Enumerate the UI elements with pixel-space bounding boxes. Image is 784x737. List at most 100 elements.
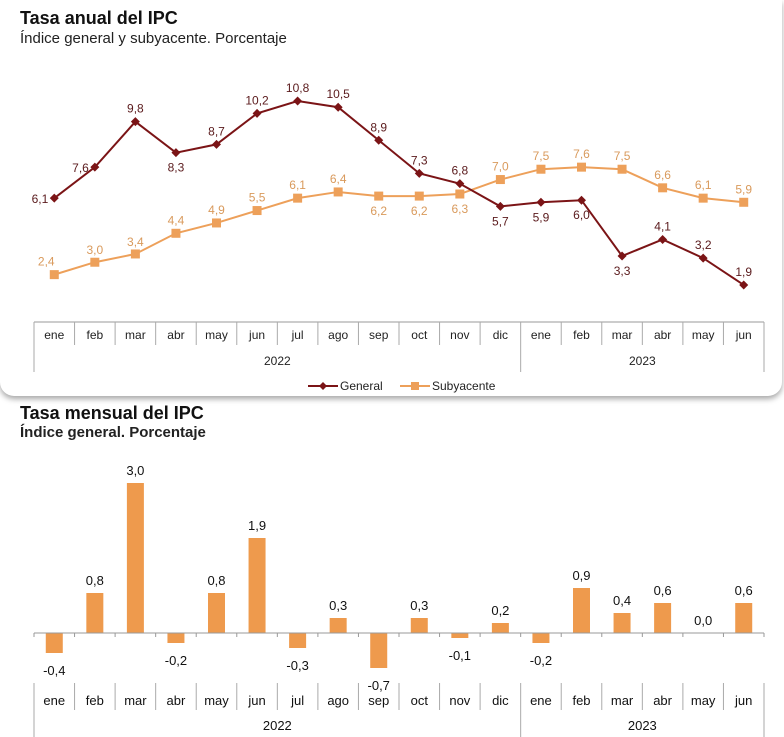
data-label-general: 6,1 — [32, 192, 49, 206]
legend-marker — [319, 382, 327, 390]
data-label-general: 7,3 — [411, 153, 428, 167]
x-tick-label: jul — [290, 693, 304, 708]
data-label-subyacente: 7,0 — [492, 160, 509, 174]
data-label-general: 7,6 — [72, 161, 89, 175]
data-point-general — [455, 179, 465, 189]
data-point-subyacente — [49, 270, 59, 280]
x-tick-label: dic — [492, 693, 509, 708]
bar — [126, 483, 144, 633]
x-tick-label: abr — [167, 693, 186, 708]
data-point-subyacente — [495, 175, 505, 185]
x-tick-label: feb — [86, 693, 104, 708]
data-point-general — [212, 139, 221, 149]
annual-line-chart: ene feb mar abr may jun jul ago sep oct nov dic ene f… — [32, 81, 765, 393]
data-label: 0,3 — [410, 598, 428, 613]
bar — [735, 603, 753, 633]
data-label: -0,4 — [43, 663, 65, 678]
bar — [613, 613, 631, 633]
annual-chart-title: Tasa anual del IPC — [20, 8, 178, 28]
data-label: 1,9 — [248, 518, 266, 533]
data-label-subyacente: 7,5 — [614, 149, 631, 163]
x-tick-label: nov — [450, 328, 469, 342]
data-point-subyacente — [90, 257, 100, 267]
bar — [532, 633, 550, 643]
data-point-general — [252, 108, 262, 118]
year-label: 2022 — [263, 718, 292, 733]
x-tick-label: mar — [612, 328, 633, 342]
x-tick-label: sep — [368, 693, 389, 708]
data-label-subyacente: 6,3 — [451, 202, 468, 216]
monthly-chart-subtitle: Índice general. Porcentaje — [20, 424, 206, 441]
year-label: 2023 — [628, 718, 657, 733]
x-tick-label: jul — [291, 328, 304, 342]
x-tick-label: oct — [411, 328, 428, 342]
bar — [329, 618, 347, 633]
data-label-subyacente: 6,4 — [330, 172, 347, 186]
data-label-subyacente: 5,9 — [735, 182, 752, 196]
x-tick-label: feb — [572, 693, 590, 708]
x-tick-label: ene — [531, 328, 551, 342]
data-point-general — [293, 96, 303, 106]
data-label-general: 8,9 — [370, 120, 387, 134]
x-tick-label: ene — [44, 328, 64, 342]
data-label-general: 9,8 — [127, 102, 144, 116]
x-tick-label: jun — [247, 693, 265, 708]
data-point-subyacente — [252, 206, 262, 216]
x-tick-label: ago — [328, 328, 348, 342]
bar — [370, 633, 388, 668]
data-point-general — [495, 201, 505, 211]
bar — [289, 633, 307, 648]
data-point-general — [577, 195, 586, 205]
bar — [410, 618, 428, 633]
bar — [491, 623, 509, 633]
data-label-subyacente: 5,5 — [249, 191, 266, 205]
year-label: 2022 — [264, 354, 291, 368]
data-label-general: 10,8 — [286, 81, 310, 95]
data-label-subyacente: 4,9 — [208, 203, 225, 217]
data-point-subyacente — [536, 164, 546, 174]
x-tick-label: may — [691, 693, 716, 708]
data-point-subyacente — [658, 183, 668, 193]
data-label: 0,8 — [86, 573, 104, 588]
data-label-subyacente: 7,5 — [533, 149, 550, 163]
bar — [86, 593, 104, 633]
x-tick-label: abr — [653, 693, 672, 708]
legend-label: Subyacente — [432, 379, 496, 393]
data-point-subyacente — [374, 191, 384, 201]
data-label-subyacente: 3,0 — [86, 243, 103, 257]
data-point-subyacente — [739, 197, 749, 207]
data-label-subyacente: 2,4 — [38, 255, 55, 269]
data-label: 0,9 — [572, 568, 590, 583]
data-label: 0,6 — [735, 583, 753, 598]
x-tick-label: may — [204, 693, 229, 708]
data-label: 0,2 — [491, 603, 509, 618]
data-point-general — [49, 193, 59, 203]
data-label-general: 5,7 — [492, 214, 509, 228]
data-label: 3,0 — [126, 463, 144, 478]
data-point-subyacente — [293, 193, 303, 203]
bar — [248, 538, 266, 633]
data-point-subyacente — [171, 228, 181, 238]
x-tick-label: may — [692, 328, 715, 342]
data-label: 0,6 — [654, 583, 672, 598]
x-tick-label: nov — [449, 693, 470, 708]
series-line-general — [53, 99, 745, 286]
data-point-general — [617, 251, 627, 261]
data-label: 0,0 — [694, 613, 712, 628]
data-label-general: 8,7 — [208, 124, 225, 138]
data-label-general: 10,5 — [326, 87, 350, 101]
legend-label: General — [340, 379, 383, 393]
data-point-subyacente — [455, 189, 465, 199]
data-label-subyacente: 4,4 — [168, 213, 185, 227]
data-point-general — [536, 197, 546, 207]
bar — [208, 593, 225, 633]
data-label-subyacente: 6,6 — [654, 168, 671, 182]
x-tick-label: jun — [248, 328, 265, 342]
data-point-general — [171, 148, 181, 158]
data-label-general: 6,8 — [451, 164, 468, 178]
annual-chart-subtitle: Índice general y subyacente. Porcentaje — [20, 30, 287, 47]
data-point-subyacente — [414, 191, 424, 201]
data-label-general: 3,2 — [695, 238, 712, 252]
series-line-subyacente — [53, 166, 744, 276]
